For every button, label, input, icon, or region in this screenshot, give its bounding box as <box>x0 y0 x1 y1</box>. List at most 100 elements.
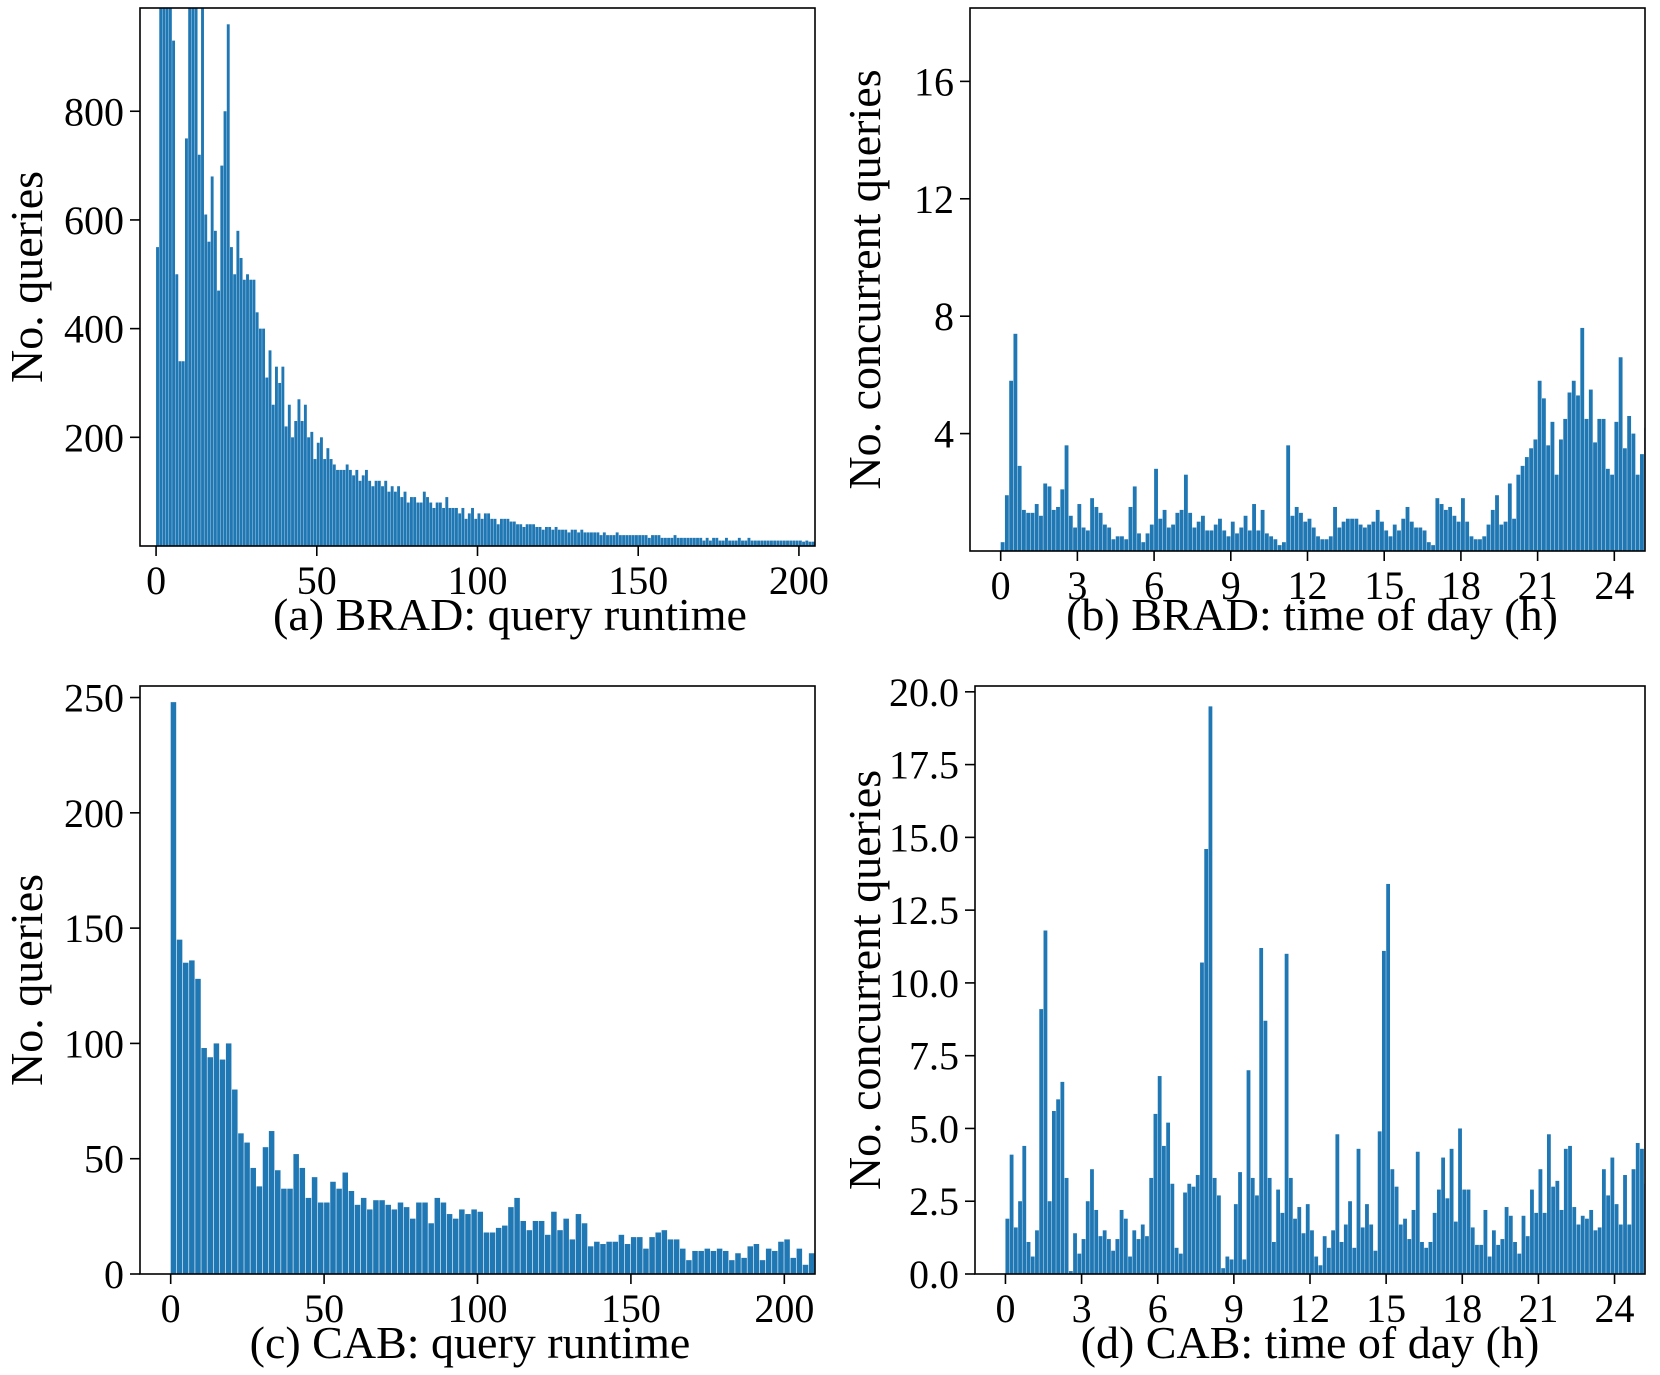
bar-a-4 <box>168 8 172 546</box>
bar-b-138 <box>1588 389 1593 551</box>
bar-c-6 <box>207 1057 214 1274</box>
bar-a-80 <box>413 497 417 546</box>
bar-a-103 <box>487 513 491 546</box>
bar-d-48 <box>1208 706 1213 1274</box>
bar-d-86 <box>1369 1224 1374 1274</box>
bar-b-67 <box>1286 445 1291 551</box>
bar-b-7 <box>1030 512 1035 551</box>
bar-a-124 <box>554 526 558 546</box>
bar-c-98 <box>772 1250 778 1274</box>
bar-a-28 <box>246 274 249 546</box>
bar-c-119 <box>901 1253 907 1274</box>
bar-a-113 <box>519 524 523 546</box>
bar-c-49 <box>471 1209 477 1274</box>
bar-b-31 <box>1132 486 1137 551</box>
y-tick-label-c-3: 150 <box>64 906 124 951</box>
bar-c-104 <box>808 1253 815 1274</box>
bar-d-33 <box>1145 1236 1149 1274</box>
bar-b-59 <box>1252 504 1256 551</box>
x-tick-label-c-4: 200 <box>754 1286 814 1331</box>
bar-a-111 <box>512 521 516 546</box>
bar-a-78 <box>406 502 410 546</box>
bar-d-95 <box>1407 1239 1412 1274</box>
bar-a-49 <box>313 459 317 546</box>
bar-a-81 <box>416 502 420 546</box>
bar-a-44 <box>297 399 301 546</box>
bar-a-115 <box>525 524 529 546</box>
bar-c-74 <box>624 1244 631 1274</box>
bars-b <box>1000 327 1653 551</box>
bar-a-195 <box>782 540 786 546</box>
bar-d-139 <box>1593 1230 1598 1274</box>
bar-a-32 <box>258 328 262 546</box>
y-tick-label-d-1: 2.5 <box>909 1179 959 1224</box>
bar-b-28 <box>1120 536 1124 551</box>
bar-b-15 <box>1064 445 1069 551</box>
x-tick-label-d-1: 3 <box>1072 1286 1092 1331</box>
bar-b-6 <box>1026 512 1031 551</box>
bar-b-34 <box>1145 533 1150 551</box>
panel-c: 0 50 100 150 200 0 50 100 150 200 250 No. queries (c… <box>1 676 907 1368</box>
bar-d-13 <box>1060 1081 1065 1274</box>
y-tick-label-b-2: 12 <box>914 177 954 222</box>
caption-d: (d) CAB: time of day (h) <box>1081 1317 1540 1368</box>
bar-a-30 <box>252 279 256 546</box>
bar-a-52 <box>323 459 327 546</box>
bar-c-69 <box>594 1241 600 1274</box>
caption-b: (b) BRAD: time of day (h) <box>1066 589 1558 640</box>
x-tick-label-b-6: 18 <box>1441 563 1481 608</box>
bar-d-4 <box>1022 1145 1027 1274</box>
bar-b-37 <box>1158 518 1163 551</box>
bar-a-127 <box>564 529 568 546</box>
bar-b-69 <box>1294 506 1299 551</box>
bar-c-27 <box>336 1188 342 1274</box>
bar-d-70 <box>1301 1233 1306 1274</box>
bar-d-112 <box>1479 1244 1484 1274</box>
bar-b-81 <box>1345 518 1350 551</box>
bar-a-126 <box>561 529 564 546</box>
bar-a-13 <box>197 154 201 546</box>
bar-b-152 <box>1649 448 1653 551</box>
bar-d-39 <box>1170 1183 1175 1274</box>
bar-d-132 <box>1563 1148 1568 1274</box>
bar-b-129 <box>1550 421 1555 551</box>
bar-d-110 <box>1470 1227 1475 1274</box>
bar-b-32 <box>1137 533 1141 551</box>
bar-b-14 <box>1060 489 1065 551</box>
bar-b-62 <box>1264 533 1269 551</box>
bar-a-168 <box>696 537 699 546</box>
bar-a-67 <box>371 486 375 546</box>
bar-d-62 <box>1267 1177 1272 1274</box>
bar-c-1 <box>176 939 183 1274</box>
bar-c-21 <box>299 1167 306 1274</box>
bar-a-121 <box>545 526 548 546</box>
bar-b-149 <box>1635 474 1640 551</box>
bar-b-112 <box>1478 539 1482 551</box>
bar-a-167 <box>692 537 696 546</box>
bar-d-92 <box>1394 1186 1399 1274</box>
bar-d-146 <box>1623 1175 1627 1274</box>
bar-a-173 <box>712 537 716 546</box>
bar-a-125 <box>557 529 561 546</box>
bar-b-19 <box>1081 527 1086 551</box>
bar-a-93 <box>455 507 458 546</box>
y-tick-label-b-0: 4 <box>934 412 954 457</box>
bar-d-37 <box>1161 1145 1166 1274</box>
bar-d-15 <box>1068 1271 1073 1274</box>
bar-b-18 <box>1077 504 1082 551</box>
bar-d-59 <box>1255 1195 1259 1274</box>
bar-d-31 <box>1136 1239 1141 1274</box>
bar-d-108 <box>1462 1189 1467 1274</box>
bar-a-150 <box>638 535 642 546</box>
bar-b-41 <box>1175 512 1180 551</box>
bar-a-166 <box>689 537 693 546</box>
bar-b-17 <box>1073 527 1077 551</box>
bar-d-72 <box>1310 1230 1314 1274</box>
bar-a-43 <box>294 421 298 546</box>
bar-a-131 <box>577 532 581 546</box>
bar-b-22 <box>1094 506 1099 551</box>
bar-c-51 <box>483 1232 490 1274</box>
bar-a-156 <box>657 535 661 546</box>
bar-c-113 <box>864 1253 870 1274</box>
bar-a-22 <box>226 24 230 546</box>
